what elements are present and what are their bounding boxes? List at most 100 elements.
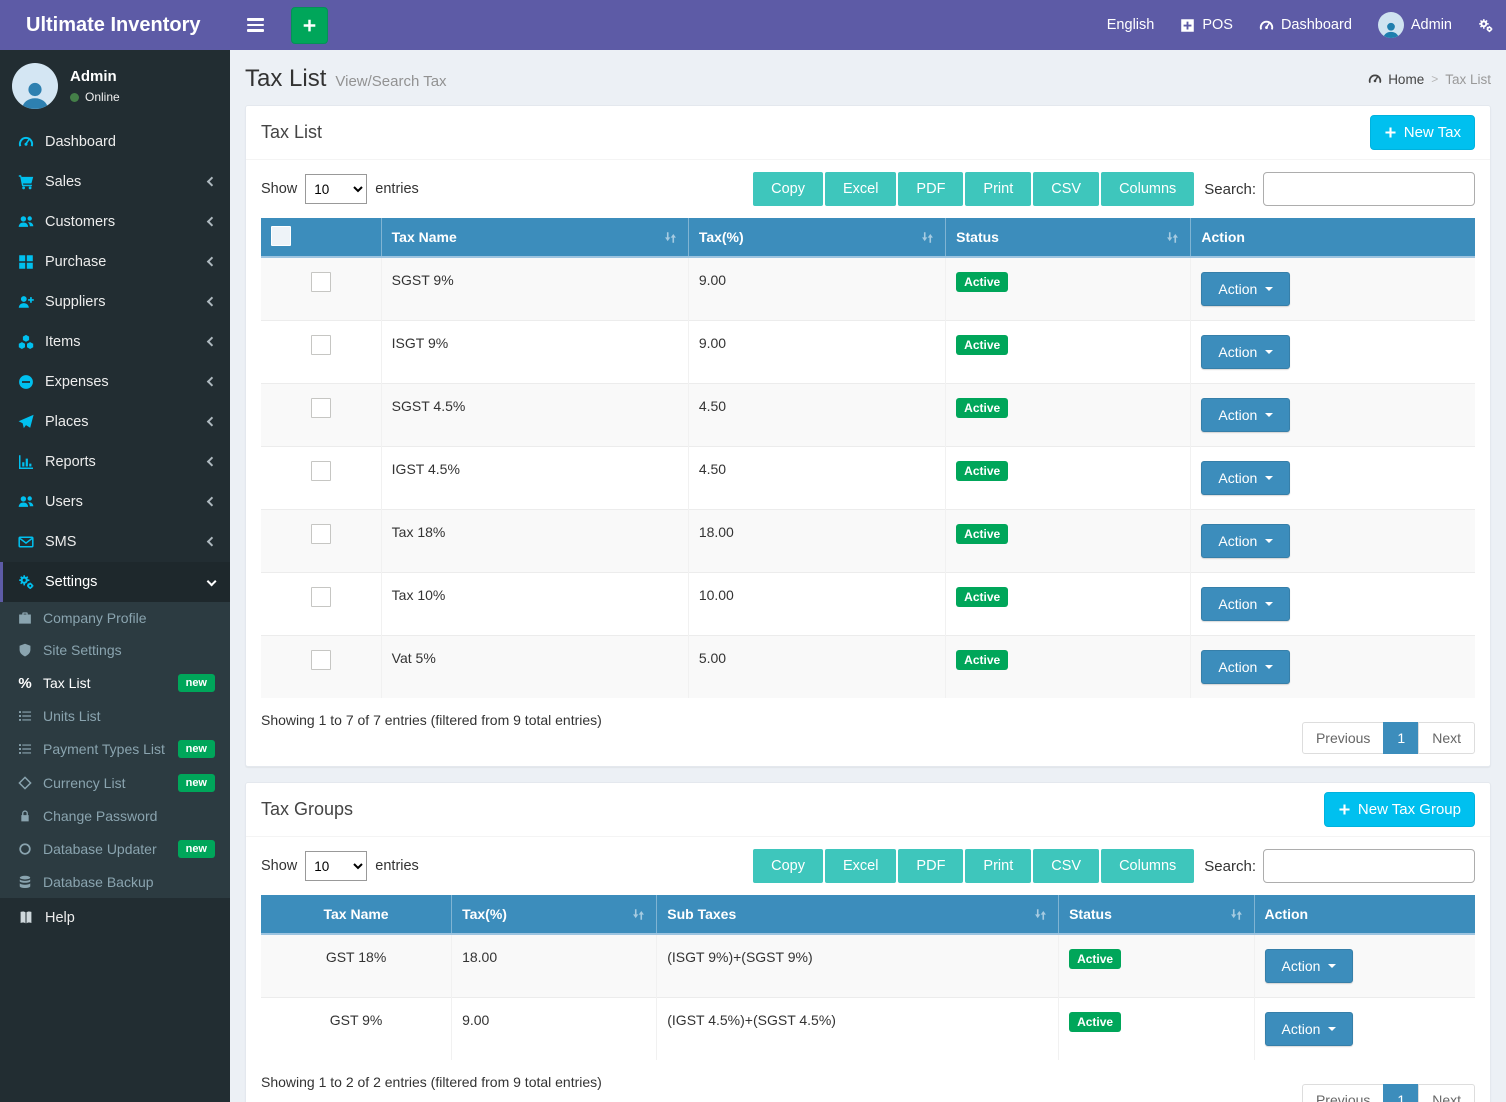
list-icon [15, 742, 35, 756]
hamburger-icon [247, 18, 264, 21]
page-length-select[interactable]: 10 [305, 851, 367, 881]
sidebar-item-dashboard[interactable]: Dashboard [0, 122, 230, 162]
sidebar-item-reports[interactable]: Reports [0, 442, 230, 482]
tax-name-cell: ISGT 9% [381, 321, 688, 384]
select-all-header[interactable] [261, 218, 381, 257]
copy-button[interactable]: Copy [753, 172, 823, 206]
column-header-tax-name[interactable]: Tax Name [381, 218, 688, 257]
next-page-button[interactable]: Next [1418, 722, 1475, 754]
csv-button[interactable]: CSV [1033, 849, 1099, 883]
sidebar-item-sms[interactable]: SMS [0, 522, 230, 562]
sidebar-item-customers[interactable]: Customers [0, 202, 230, 242]
sidebar-item-company-profile[interactable]: Company Profile [0, 602, 230, 634]
sidebar-toggle-button[interactable] [230, 0, 281, 50]
action-dropdown-button[interactable]: Action [1201, 587, 1290, 621]
sidebar-item-help[interactable]: Help [0, 898, 230, 938]
tax-groups-table: Tax Name Tax(%) Sub Taxes Status Action … [261, 895, 1475, 1060]
sidebar-item-tax-list[interactable]: % Tax List new [0, 666, 230, 700]
row-checkbox[interactable] [311, 461, 331, 481]
sidebar-item-database-updater[interactable]: Database Updater new [0, 832, 230, 866]
page-number-button[interactable]: 1 [1383, 1084, 1419, 1102]
csv-button[interactable]: CSV [1033, 172, 1099, 206]
page-number-button[interactable]: 1 [1383, 722, 1419, 754]
column-header-tax-name[interactable]: Tax Name [261, 895, 452, 934]
new-tax-group-button[interactable]: New Tax Group [1324, 792, 1475, 827]
sidebar-item-units-list[interactable]: Units List [0, 700, 230, 732]
column-header-status[interactable]: Status [946, 218, 1191, 257]
quick-add-button[interactable] [291, 7, 328, 44]
table-row: GST 9% 9.00 (IGST 4.5%)+(SGST 4.5%) Acti… [261, 998, 1475, 1061]
sidebar-item-places[interactable]: Places [0, 402, 230, 442]
sidebar-user-panel: Admin Online [0, 50, 230, 122]
table-row: SGST 9% 9.00 Active Action [261, 257, 1475, 321]
settings-menu[interactable] [1465, 0, 1506, 50]
sidebar-item-site-settings[interactable]: Site Settings [0, 634, 230, 666]
sidebar-item-settings[interactable]: Settings [0, 562, 230, 602]
breadcrumb-home-link[interactable]: Home [1368, 72, 1424, 87]
column-header-tax-percent[interactable]: Tax(%) [688, 218, 945, 257]
pdf-button[interactable]: PDF [898, 172, 963, 206]
sidebar-item-purchase[interactable]: Purchase [0, 242, 230, 282]
pos-link[interactable]: POS [1167, 0, 1246, 50]
columns-button[interactable]: Columns [1101, 172, 1194, 206]
tax-percent-cell: 10.00 [688, 573, 945, 636]
action-dropdown-button[interactable]: Action [1201, 650, 1290, 684]
column-header-tax-percent[interactable]: Tax(%) [452, 895, 657, 934]
action-dropdown-button[interactable]: Action [1265, 949, 1354, 983]
panel-title: Tax Groups [261, 799, 353, 820]
dashboard-icon [1368, 72, 1382, 86]
sort-icon [1165, 230, 1180, 245]
columns-button[interactable]: Columns [1101, 849, 1194, 883]
navbar-right: English POS Dashboard Admin [1094, 0, 1506, 50]
sidebar-item-expenses[interactable]: Expenses [0, 362, 230, 402]
search-input[interactable] [1263, 172, 1475, 206]
column-header-action: Action [1191, 218, 1475, 257]
briefcase-icon [15, 611, 35, 625]
search-input[interactable] [1263, 849, 1475, 883]
avatar [12, 63, 58, 109]
print-button[interactable]: Print [965, 172, 1031, 206]
brand-logo[interactable]: Ultimate Inventory [0, 0, 230, 50]
print-button[interactable]: Print [965, 849, 1031, 883]
copy-button[interactable]: Copy [753, 849, 823, 883]
previous-page-button[interactable]: Previous [1302, 722, 1384, 754]
action-dropdown-button[interactable]: Action [1201, 272, 1290, 306]
action-dropdown-button[interactable]: Action [1201, 398, 1290, 432]
action-dropdown-button[interactable]: Action [1201, 335, 1290, 369]
sidebar-item-sales[interactable]: Sales [0, 162, 230, 202]
row-checkbox[interactable] [311, 335, 331, 355]
language-menu[interactable]: English [1094, 0, 1168, 50]
users-icon [15, 214, 37, 230]
pdf-button[interactable]: PDF [898, 849, 963, 883]
row-checkbox[interactable] [311, 272, 331, 292]
sidebar-item-suppliers[interactable]: Suppliers [0, 282, 230, 322]
row-checkbox[interactable] [311, 650, 331, 670]
status-badge: Active [956, 650, 1008, 670]
column-header-status[interactable]: Status [1059, 895, 1254, 934]
user-menu[interactable]: Admin [1365, 0, 1465, 50]
sidebar-item-payment-types-list[interactable]: Payment Types List new [0, 732, 230, 766]
column-header-sub-taxes[interactable]: Sub Taxes [657, 895, 1059, 934]
excel-button[interactable]: Excel [825, 849, 896, 883]
sidebar-item-database-backup[interactable]: Database Backup [0, 866, 230, 898]
tax-name-cell: GST 18% [261, 934, 452, 998]
select-all-checkbox[interactable] [271, 226, 291, 246]
previous-page-button[interactable]: Previous [1302, 1084, 1384, 1102]
sidebar-item-currency-list[interactable]: Currency List new [0, 766, 230, 800]
sidebar-item-users[interactable]: Users [0, 482, 230, 522]
row-checkbox[interactable] [311, 524, 331, 544]
new-tax-button[interactable]: New Tax [1370, 115, 1475, 150]
excel-button[interactable]: Excel [825, 172, 896, 206]
sidebar-item-change-password[interactable]: Change Password [0, 800, 230, 832]
action-dropdown-button[interactable]: Action [1265, 1012, 1354, 1046]
panel-title: Tax List [261, 122, 322, 143]
dashboard-link[interactable]: Dashboard [1246, 0, 1365, 50]
row-checkbox[interactable] [311, 587, 331, 607]
next-page-button[interactable]: Next [1418, 1084, 1475, 1102]
page-length-select[interactable]: 10 [305, 174, 367, 204]
row-checkbox[interactable] [311, 398, 331, 418]
sidebar-item-items[interactable]: Items [0, 322, 230, 362]
action-dropdown-button[interactable]: Action [1201, 461, 1290, 495]
action-dropdown-button[interactable]: Action [1201, 524, 1290, 558]
sort-icon [1229, 907, 1244, 922]
